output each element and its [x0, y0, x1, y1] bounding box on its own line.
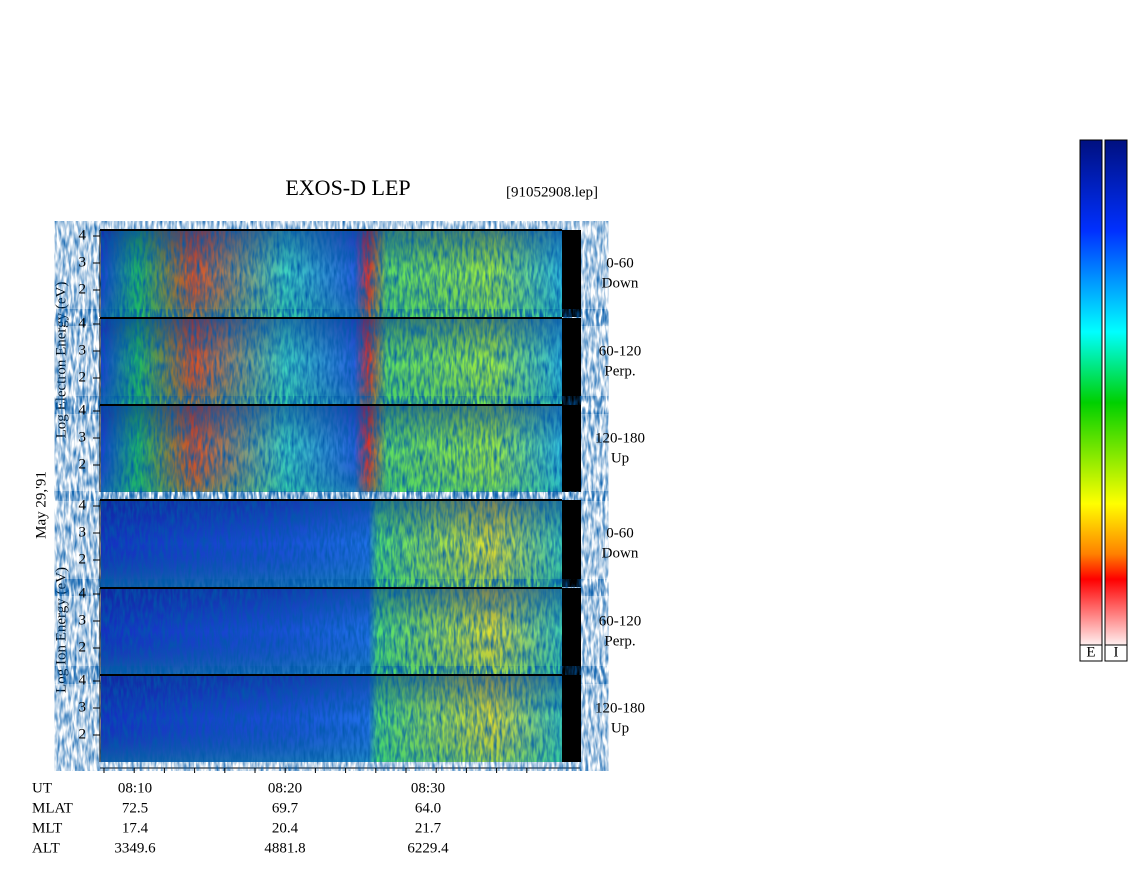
y-tick-label: 4	[79, 585, 87, 601]
panel-range: 120-180	[595, 700, 645, 716]
y-tick-label: 3	[79, 699, 87, 715]
y-tick-label: 4	[79, 672, 87, 688]
footer-value: 3349.6	[114, 840, 156, 856]
panel-direction: Down	[602, 545, 639, 561]
y-tick-label: 2	[79, 551, 87, 567]
title: EXOS-D LEP	[285, 175, 410, 200]
footer-value: 4881.8	[264, 840, 305, 856]
panel-range: 0-60	[606, 255, 634, 271]
spectrogram-noise	[101, 230, 562, 317]
no-data-strip	[562, 405, 581, 492]
y-tick-label: 2	[79, 639, 87, 655]
footer-value: 08:10	[118, 780, 152, 796]
file-name: [91052908.lep]	[506, 184, 598, 200]
colorbar	[1079, 139, 1103, 646]
colorbar-label: I	[1114, 644, 1119, 660]
y-tick-label: 3	[79, 429, 87, 445]
footer-value: 72.5	[122, 800, 148, 816]
spectrogram-noise	[101, 588, 562, 675]
y-tick-label: 4	[79, 227, 87, 243]
footer-value: 6229.4	[407, 840, 449, 856]
footer-value: 08:30	[411, 780, 445, 796]
footer-label: MLAT	[32, 800, 73, 816]
y-tick-label: 3	[79, 612, 87, 628]
spectrogram-noise	[101, 675, 562, 762]
footer-value: 08:20	[268, 780, 302, 796]
y-tick-label: 3	[79, 254, 87, 270]
y-tick-label: 4	[79, 402, 87, 418]
footer-value: 64.0	[415, 800, 441, 816]
date: May 29,'91	[33, 471, 49, 539]
no-data-strip	[562, 500, 581, 587]
y-tick-label: 3	[79, 524, 87, 540]
panel-direction: Perp.	[604, 363, 635, 379]
electron-axis-label: Log Electron Energy (eV)	[53, 282, 69, 439]
footer-value: 21.7	[415, 820, 442, 836]
footer-value: 69.7	[272, 800, 299, 816]
no-data-strip	[562, 675, 581, 762]
footer-label: MLT	[32, 820, 62, 836]
y-tick-label: 2	[79, 281, 87, 297]
panel-range: 0-60	[606, 525, 634, 541]
colorbar	[1104, 139, 1128, 646]
panel-range: 60-120	[599, 343, 642, 359]
y-tick-label: 2	[79, 456, 87, 472]
y-tick-label: 2	[79, 726, 87, 742]
panel-range: 60-120	[599, 613, 642, 629]
footer-value: 17.4	[122, 820, 149, 836]
colorbar-label: E	[1086, 644, 1095, 660]
ion-axis-label: Log Ion Energy (eV)	[53, 567, 69, 693]
footer-value: 20.4	[272, 820, 299, 836]
panel-range: 120-180	[595, 430, 645, 446]
panels: 4 3 2 0-60 Down 4 3 2 60-120 Perp. 4 3 2 120-180 Up 4 3 2…	[79, 227, 645, 762]
y-tick-label: 2	[79, 369, 87, 385]
colorbar-label-box	[1079, 644, 1103, 662]
y-tick-label: 4	[79, 315, 87, 331]
spectrogram-noise	[101, 318, 562, 405]
y-tick-label: 4	[79, 497, 87, 513]
panel-direction: Down	[602, 275, 639, 291]
panel-direction: Up	[611, 720, 629, 736]
no-data-strip	[562, 230, 581, 317]
footer: UT 08:10 08:20 08:30 MLAT 72.5 69.7 64.0 MLT 17.4…	[32, 768, 528, 856]
no-data-strip	[562, 318, 581, 405]
y-tick-label: 3	[79, 342, 87, 358]
panel-direction: Perp.	[604, 633, 635, 649]
spectrogram-noise	[101, 405, 562, 492]
spectrogram-noise	[101, 500, 562, 587]
panel-direction: Up	[611, 450, 629, 466]
footer-label: ALT	[32, 840, 60, 856]
footer-label: UT	[32, 780, 52, 796]
no-data-strip	[562, 588, 581, 675]
colorbar-label-box	[1104, 644, 1128, 662]
